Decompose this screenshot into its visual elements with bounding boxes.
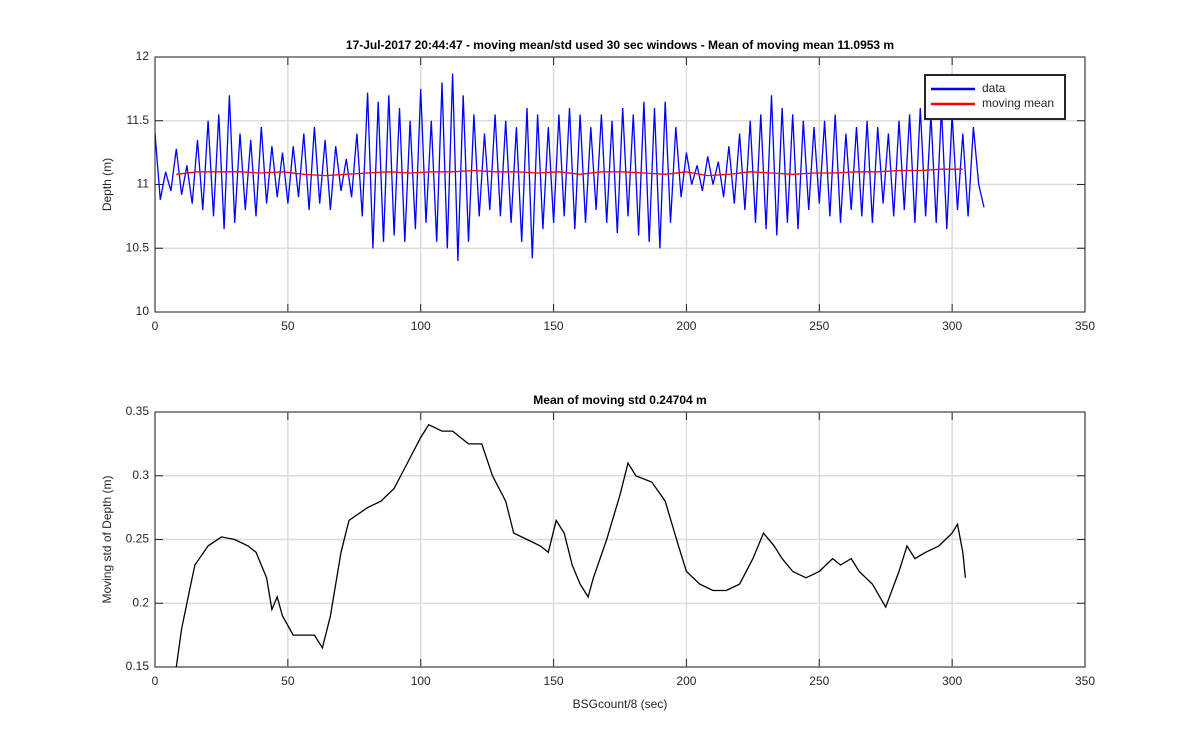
chart-title: Mean of moving std 0.24704 m [533,393,706,407]
y-tick-label: 0.35 [126,404,150,418]
axes-box [154,411,1086,668]
y-axis-label: Depth (m) [100,158,114,211]
x-tick-label: 0 [152,319,159,333]
x-tick-label: 300 [942,319,962,333]
y-tick-label: 10.5 [126,240,150,254]
x-tick-label: 150 [544,674,564,688]
legend-label: data [982,81,1006,95]
y-axis-label: Moving std of Depth (m) [100,475,114,603]
x-tick-label: 100 [411,674,431,688]
x-tick-label: 200 [676,674,696,688]
y-tick-label: 0.25 [126,532,150,546]
x-tick-label: 50 [281,674,295,688]
legend-box [924,74,1066,120]
legend-label: moving mean [982,96,1054,110]
y-tick-label: 10 [136,304,150,318]
y-tick-label: 0.15 [126,659,150,673]
y-tick-label: 0.2 [132,595,149,609]
x-tick-label: 150 [544,319,564,333]
line [154,73,985,262]
y-tick-label: 12 [136,49,150,63]
line [175,423,967,668]
chart-title: 17-Jul-2017 20:44:47 - moving mean/std u… [346,38,894,52]
axes-box [154,56,1086,313]
line [176,168,963,177]
x-tick-label: 50 [281,319,295,333]
x-tick-label: 350 [1075,319,1095,333]
y-tick-label: 0.3 [132,468,149,482]
x-tick-label: 250 [809,674,829,688]
x-axis-label: BSGcount/8 (sec) [573,697,668,711]
x-tick-label: 350 [1075,674,1095,688]
x-tick-label: 300 [942,674,962,688]
x-tick-label: 100 [411,319,431,333]
x-tick-label: 250 [809,319,829,333]
x-tick-label: 200 [676,319,696,333]
y-tick-label: 11 [137,177,150,191]
x-tick-label: 0 [152,674,159,688]
y-tick-label: 11.5 [127,113,150,127]
